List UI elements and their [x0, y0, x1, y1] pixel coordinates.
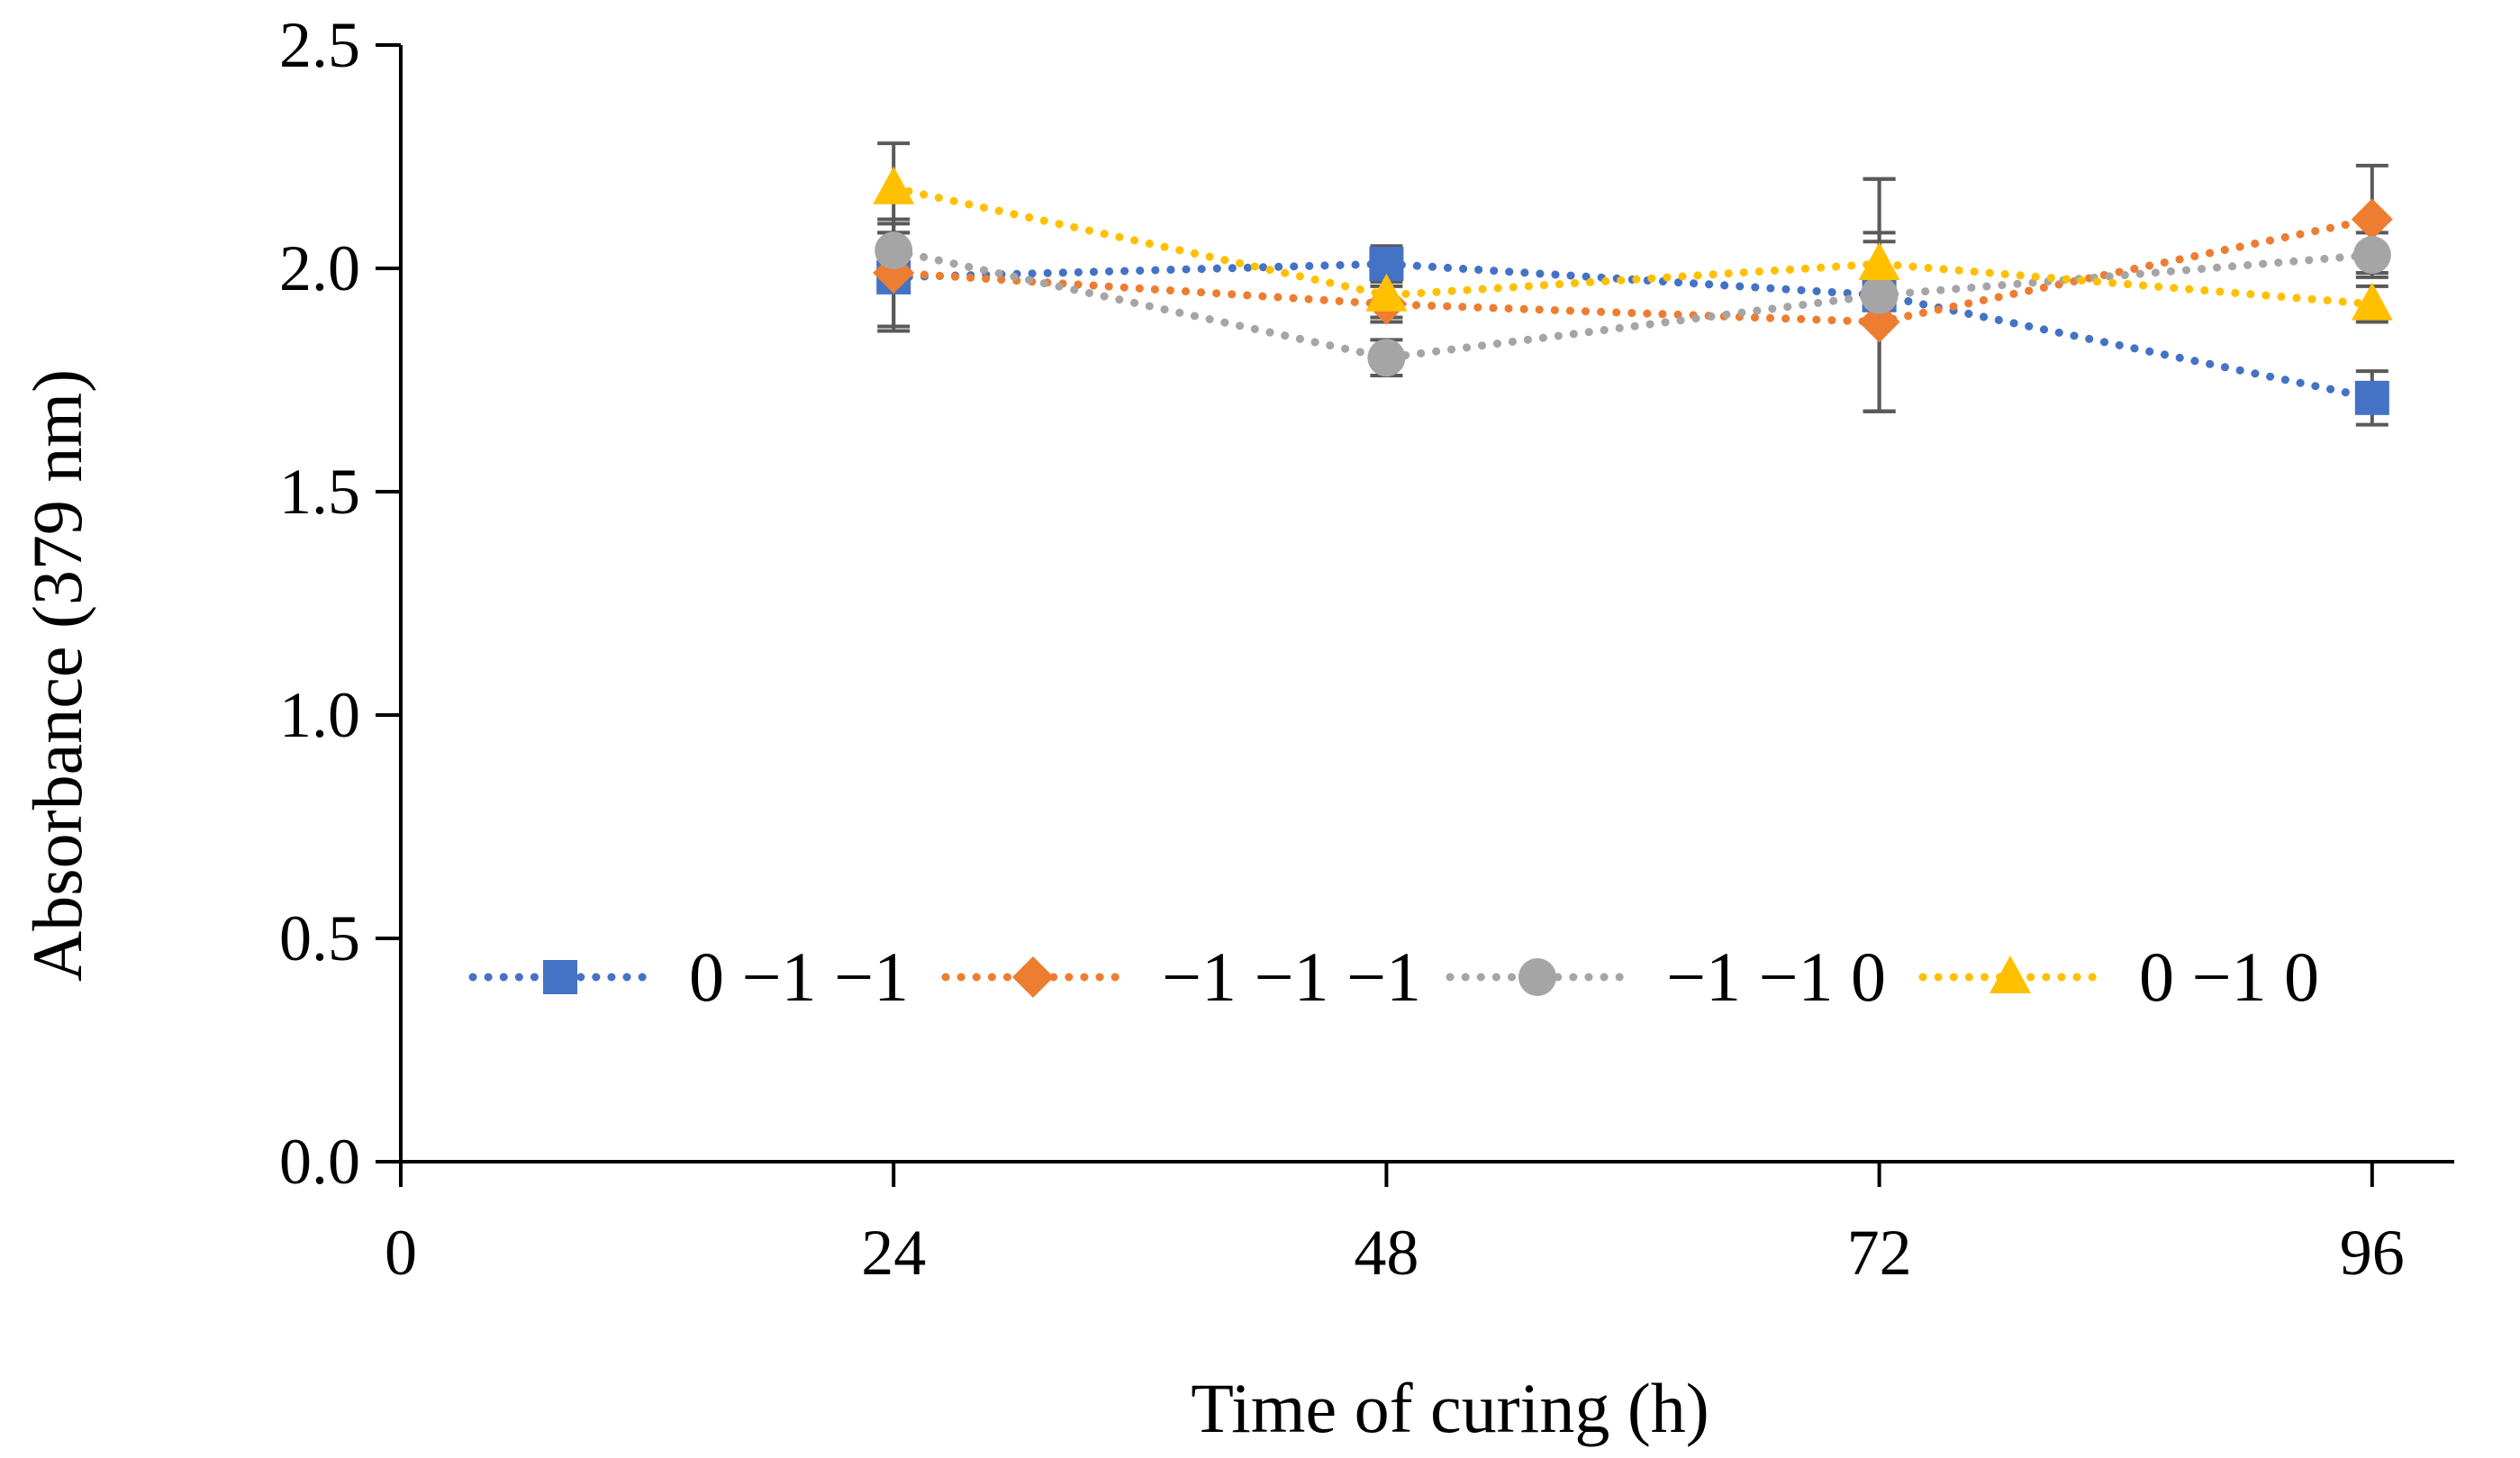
series-line: [889, 184, 2377, 309]
legend-label: 0 −1 0: [2139, 937, 2319, 1016]
legend-marker: [1012, 956, 1054, 998]
data-point: [2354, 380, 2389, 415]
x-tick-label: 0: [385, 1217, 417, 1289]
y-tick-label: 2.5: [279, 9, 360, 81]
x-tick-label: 72: [1847, 1217, 1912, 1289]
series-line: [889, 259, 2377, 403]
data-point: [2351, 282, 2393, 321]
y-tick-label: 0.0: [279, 1126, 360, 1198]
data-point: [2352, 236, 2391, 275]
x-tick-label: 96: [2340, 1217, 2405, 1289]
axes: [376, 43, 2454, 1187]
y-axis-title: Absorbance (379 nm): [18, 369, 96, 982]
series-line: [889, 246, 2377, 362]
x-axis-title: Time of curing (h): [1191, 1369, 1709, 1447]
data-point: [1365, 273, 1408, 312]
data-point: [2351, 198, 2393, 240]
series-lines: [889, 184, 2377, 403]
data-point: [1858, 242, 1900, 281]
legend-label: −1 −1 0: [1666, 937, 1886, 1016]
series-markers: [873, 166, 2393, 415]
data-point: [875, 231, 913, 270]
x-tick-label: 24: [861, 1217, 926, 1289]
y-tick-label: 0.5: [279, 902, 360, 974]
legend-label: 0 −1 −1: [689, 937, 909, 1016]
error-bars: [877, 141, 2389, 427]
x-tick-label: 48: [1354, 1217, 1419, 1289]
data-point: [1858, 301, 1900, 343]
y-tick-label: 1.5: [279, 456, 360, 528]
legend-label: −1 −1 −1: [1162, 937, 1421, 1016]
y-tick-label: 2.0: [279, 232, 360, 304]
data-point: [873, 166, 915, 204]
legend-marker: [543, 960, 577, 994]
legend-marker: [1518, 958, 1556, 996]
tick-labels: 0.0 0.5 1.0 1.5 2.0 2.5 0 24 48 72 96: [279, 9, 2405, 1289]
series-line: [889, 214, 2377, 327]
data-point: [1860, 276, 1899, 314]
legend: 0 −1 −1 −1 −1 −1 −1 −1 0 0 −1 0: [468, 937, 2319, 1016]
legend-marker: [1990, 955, 2031, 993]
y-tick-label: 1.0: [279, 679, 360, 751]
data-point: [1367, 339, 1406, 377]
